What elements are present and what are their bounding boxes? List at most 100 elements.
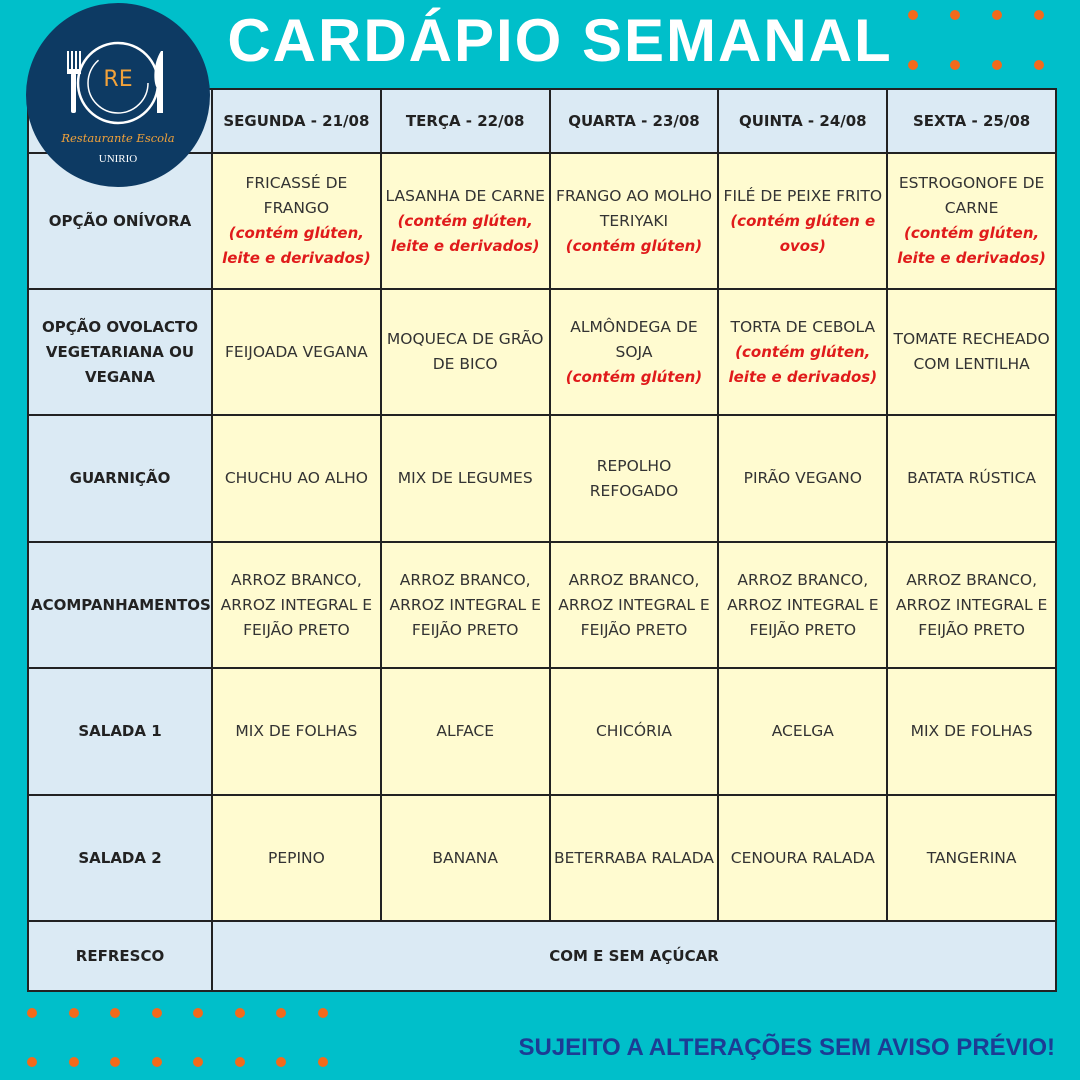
dot xyxy=(908,60,918,70)
dot xyxy=(68,1008,79,1018)
menu-cell: FRICASSÉ DE FRANGO (contém glúten, leite … xyxy=(211,152,382,290)
menu-cell: FRANGO AO MOLHO TERIYAKI (contém glúten) xyxy=(548,152,720,290)
dish-name: MIX DE FOLHAS xyxy=(910,722,1033,740)
dish-name: TORTA DE CEBOLA xyxy=(730,317,876,336)
dish-name: BANANA xyxy=(432,848,499,867)
dish-name: MIX DE FOLHAS xyxy=(235,722,358,740)
dot xyxy=(27,1057,37,1067)
day-header: SEXTA - 25/08 xyxy=(886,88,1057,154)
dish-name: PEPINO xyxy=(267,848,325,867)
row-label: GUARNIÇÃO xyxy=(27,414,213,543)
logo-name: Restaurante Escola xyxy=(61,131,175,145)
menu-cell: REPOLHO REFOGADO xyxy=(548,414,720,543)
menu-cell: PIRÃO VEGANO xyxy=(717,414,889,543)
dish-name: ARROZ BRANCO, ARROZ INTEGRAL E FEIJÃO PR… xyxy=(389,570,541,639)
dot xyxy=(193,1008,203,1018)
dish-name: ARROZ BRANCO, ARROZ INTEGRAL E FEIJÃO PR… xyxy=(220,570,373,639)
dish-name: FRICASSÉ DE FRANGO xyxy=(245,174,348,217)
dot xyxy=(992,10,1002,20)
allergen-note: (contém glúten) xyxy=(565,367,703,386)
menu-row: OPÇÃO ONÍVORA FRICASSÉ DE FRANGO (contém g… xyxy=(27,152,1057,290)
dish-name: MIX DE LEGUMES xyxy=(397,469,533,487)
menu-cell: ARROZ BRANCO, ARROZ INTEGRAL E FEIJÃO PR… xyxy=(886,541,1057,669)
menu-row: ACOMPANHAMENTOS ARROZ BRANCO, ARROZ INTEG… xyxy=(27,541,1057,669)
dish-name: REPOLHO REFOGADO xyxy=(589,456,679,500)
dot xyxy=(276,1057,286,1067)
menu-cell: BANANA xyxy=(379,794,551,922)
dish-name: CENOURA RALADA xyxy=(730,848,875,867)
menu-row: GUARNIÇÃO CHUCHU AO ALHO MIX DE LEGUMES REP… xyxy=(27,414,1057,543)
row-label: REFRESCO xyxy=(27,920,213,992)
row-label: SALADA 1 xyxy=(27,667,213,796)
menu-cell: ESTROGONOFE DE CARNE (contém glúten, leit… xyxy=(886,152,1057,290)
dot xyxy=(317,1008,328,1018)
dish-name: ACELGA xyxy=(771,722,834,740)
dot xyxy=(110,1008,120,1018)
dish-name: ALFACE xyxy=(436,722,495,740)
dish-name: MOQUECA DE GRÃO DE BICO xyxy=(386,330,544,373)
allergen-note: (contém glúten, leite e derivados) xyxy=(390,211,540,255)
menu-cell: CENOURA RALADA xyxy=(717,794,889,922)
dot xyxy=(234,1008,245,1018)
dot xyxy=(950,60,960,70)
row-label: OPÇÃO ONÍVORA xyxy=(27,152,213,290)
refresco-row: REFRESCO COM E SEM AÇÚCAR xyxy=(27,920,1057,992)
allergen-note: (contém glúten, leite e derivados) xyxy=(222,224,371,267)
dish-name: FILÉ DE PEIXE FRITO xyxy=(723,186,883,205)
dish-name: TOMATE RECHEADO COM LENTILHA xyxy=(893,330,1050,373)
dot xyxy=(110,1057,120,1067)
dish-name: BETERRABA RALADA xyxy=(554,848,714,867)
dot xyxy=(992,60,1002,70)
refresco-value: COM E SEM AÇÚCAR xyxy=(211,920,1057,992)
allergen-note: (contém glúten, leite e derivados) xyxy=(897,224,1046,267)
menu-cell: ALFACE xyxy=(379,667,551,796)
dish-name: BATATA RÚSTICA xyxy=(907,469,1037,487)
dot xyxy=(950,10,960,20)
menu-cell: LASANHA DE CARNE (contém glúten, leite e … xyxy=(379,152,551,290)
menu-cell: ARROZ BRANCO, ARROZ INTEGRAL E FEIJÃO PR… xyxy=(211,541,382,669)
dot xyxy=(234,1057,245,1067)
menu-cell: MOQUECA DE GRÃO DE BICO xyxy=(379,288,551,416)
menu-cell: FILÉ DE PEIXE FRITO (contém glúten e ovos… xyxy=(717,152,889,290)
menu-row: SALADA 1 MIX DE FOLHAS ALFACE CHICÓRIA ACELG… xyxy=(27,667,1057,796)
dish-name: ESTROGONOFE DE CARNE xyxy=(898,174,1045,217)
menu-cell: TORTA DE CEBOLA (contém glúten, leite e d… xyxy=(717,288,889,416)
dot xyxy=(27,1008,37,1018)
restaurant-logo: RE Restaurante Escola UNIRIO xyxy=(26,3,210,187)
dot xyxy=(68,1057,79,1067)
allergen-note: (contém glúten e ovos) xyxy=(730,211,876,255)
menu-cell: BATATA RÚSTICA xyxy=(886,414,1057,543)
menu-cell: TANGERINA xyxy=(886,794,1057,922)
menu-row: SALADA 2 PEPINO BANANA BETERRABA RALADA CENO… xyxy=(27,794,1057,922)
dish-name: CHUCHU AO ALHO xyxy=(224,469,368,487)
dish-name: LASANHA DE CARNE xyxy=(385,186,545,205)
menu-cell: CHUCHU AO ALHO xyxy=(211,414,382,543)
dot xyxy=(1034,10,1044,20)
disclaimer: SUJEITO A ALTERAÇÕES SEM AVISO PRÉVIO! xyxy=(518,1034,1055,1061)
day-header: SEGUNDA - 21/08 xyxy=(211,88,382,154)
plate-cutlery-icon xyxy=(67,41,163,125)
menu-cell: MIX DE LEGUMES xyxy=(379,414,551,543)
dot xyxy=(193,1057,203,1067)
menu-cell: ARROZ BRANCO, ARROZ INTEGRAL E FEIJÃO PR… xyxy=(379,541,551,669)
dish-name: ARROZ BRANCO, ARROZ INTEGRAL E FEIJÃO PR… xyxy=(558,570,710,639)
dot xyxy=(908,10,918,20)
allergen-note: (contém glúten) xyxy=(565,236,703,255)
dot xyxy=(151,1008,162,1018)
menu-cell: ACELGA xyxy=(717,667,889,796)
dish-name: TANGERINA xyxy=(926,848,1017,867)
menu-cell: MIX DE FOLHAS xyxy=(886,667,1057,796)
menu-cell: CHICÓRIA xyxy=(548,667,720,796)
menu-table: SEGUNDA - 21/08 TERÇA - 22/08 QUARTA - 23/… xyxy=(27,88,1057,992)
dot xyxy=(1034,60,1044,70)
dot xyxy=(151,1057,162,1067)
menu-cell: ALMÔNDEGA DE SOJA (contém glúten) xyxy=(548,288,720,416)
menu-cell: FEIJOADA VEGANA xyxy=(211,288,382,416)
dish-name: CHICÓRIA xyxy=(595,722,672,740)
row-label: OPÇÃO OVOLACTO VEGETARIANA OU VEGANA xyxy=(27,288,213,416)
allergen-note: (contém glúten, leite e derivados) xyxy=(728,342,878,386)
menu-cell: MIX DE FOLHAS xyxy=(211,667,382,796)
dish-name: FRANGO AO MOLHO TERIYAKI xyxy=(556,186,712,230)
day-header: QUARTA - 23/08 xyxy=(548,88,720,154)
day-header: TERÇA - 22/08 xyxy=(379,88,551,154)
